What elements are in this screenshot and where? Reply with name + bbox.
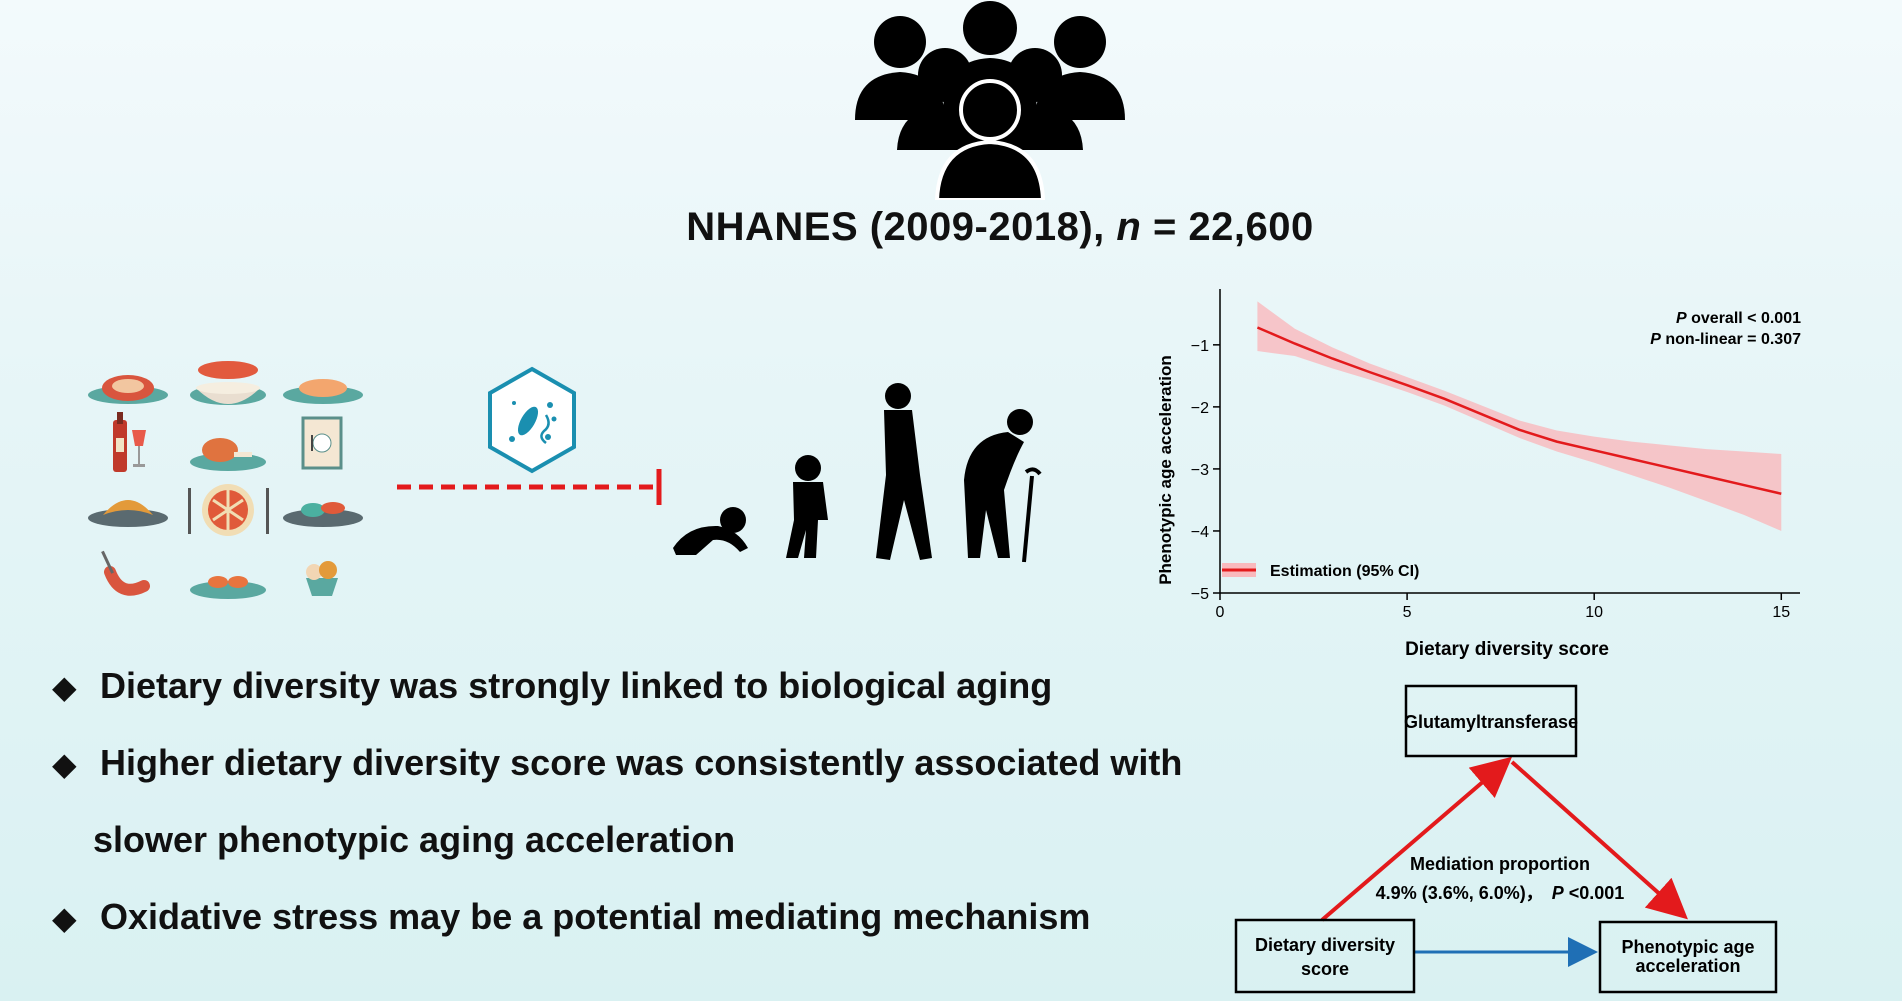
outcome-box — [1598, 920, 1778, 994]
outcome-label-line2: acceleration — [1635, 956, 1740, 976]
y-tick-label: −3 — [1191, 462, 1209, 479]
y-tick-label: −5 — [1191, 586, 1209, 603]
exposure-label-line1: Dietary diversity — [1255, 935, 1395, 955]
menu-card-icon — [301, 416, 343, 470]
diamond-bullet-icon: ◆ — [52, 746, 77, 782]
mediation-proportion-title: Mediation proportion — [1410, 854, 1590, 874]
p-nonlinear-annotation: P non-linear = 0.307 — [1650, 331, 1801, 348]
key-finding-1: ◆ Dietary diversity was strongly linked t… — [52, 665, 1053, 706]
y-tick-label: −1 — [1191, 338, 1209, 355]
food-grid — [88, 361, 363, 599]
key-finding-2: ◆ Higher dietary diversity score was cons… — [52, 742, 1183, 783]
key-finding-3: ◆ Oxidative stress may be a potential med… — [52, 896, 1091, 937]
crowd-icon — [855, 1, 1125, 200]
x-tick-label: 0 — [1216, 604, 1225, 621]
exposure-box — [1234, 918, 1416, 994]
estimate-line — [1256, 326, 1782, 495]
x-axis-label: Dietary diversity score — [1405, 639, 1609, 660]
chicken-leg-icon — [190, 438, 266, 471]
shrimp-dish-icon — [190, 576, 266, 599]
ci-band — [1257, 301, 1782, 531]
vegetable-dish-icon — [283, 502, 363, 527]
p-overall-annotation: P overall < 0.001 — [1676, 310, 1801, 327]
wine-icon — [113, 412, 146, 472]
soup-pot-icon — [190, 361, 266, 405]
mediation-proportion-value: 4.9% (3.6%, 6.0%)， P <0.001 — [1376, 883, 1625, 903]
steak-icon — [88, 375, 168, 404]
mediator-box — [1404, 684, 1578, 758]
plot-area: −1 −2 −3 −4 −5 0 5 10 15 — [1191, 289, 1800, 621]
x-tick-label: 10 — [1585, 604, 1603, 621]
inhibition-line — [397, 469, 662, 505]
diamond-bullet-icon: ◆ — [52, 900, 77, 936]
mediation-diagram: Glutamyltransferase Dietary diversity sc… — [1234, 684, 1778, 994]
outcome-label-line1: Phenotypic age — [1621, 937, 1754, 957]
diamond-bullet-icon: ◆ — [52, 669, 77, 705]
path-b-arrow — [1510, 760, 1688, 920]
path-a-arrow — [1320, 756, 1513, 922]
y-axis-label: Phenotypic age acceleration — [1156, 355, 1175, 585]
key-finding-2-continuation: slower phenotypic aging acceleration — [93, 819, 736, 860]
x-tick-label: 15 — [1772, 604, 1790, 621]
human-aging-stages-icon — [673, 383, 1042, 563]
exposure-label-line2: score — [1301, 959, 1349, 979]
y-tick-label: −4 — [1191, 524, 1209, 541]
dose-response-chart: −1 −2 −3 −4 −5 0 5 10 15 Phenotypic age accelera… — [1156, 289, 1801, 660]
bacteria-hexagon-icon — [488, 366, 576, 474]
x-tick-label: 5 — [1403, 604, 1412, 621]
study-title: NHANES (2009-2018), n = 22,600 — [686, 205, 1314, 249]
sausage-icon — [101, 550, 150, 596]
legend-label: Estimation (95% CI) — [1270, 563, 1419, 580]
legend: Estimation (95% CI) — [1222, 563, 1419, 580]
salmon-icon — [283, 379, 363, 404]
pie-icon — [188, 484, 269, 536]
croissant-icon — [88, 500, 168, 527]
dessert-cup-icon — [306, 561, 338, 596]
y-tick-label: −2 — [1191, 400, 1209, 417]
mediator-label: Glutamyltransferase — [1404, 712, 1578, 732]
